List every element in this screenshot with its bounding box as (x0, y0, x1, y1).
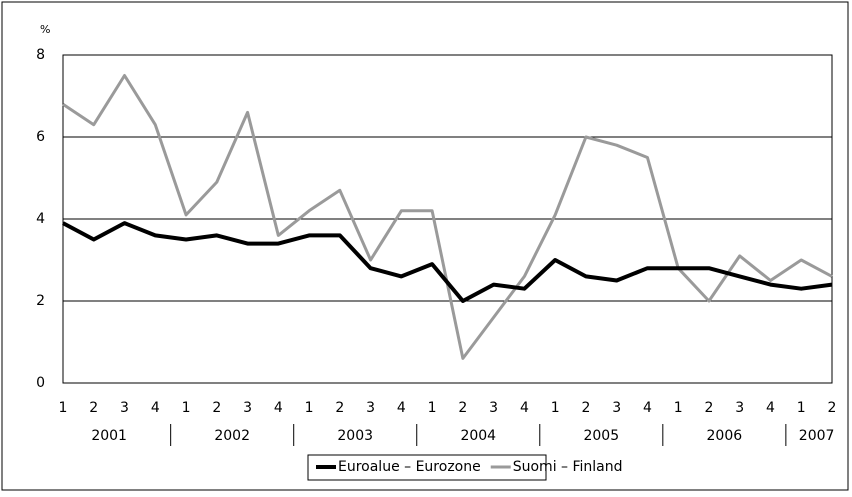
y-tick-label: 2 (36, 293, 45, 309)
x-tick-label: 2 (704, 400, 713, 416)
x-tick-label: 3 (243, 400, 252, 416)
x-tick-label: 3 (735, 400, 744, 416)
x-tick-label: 4 (520, 400, 529, 416)
x-group-label: 2004 (460, 428, 496, 444)
x-tick-label: 1 (428, 400, 437, 416)
x-tick-label: 2 (828, 400, 837, 416)
x-tick-label: 1 (674, 400, 683, 416)
x-tick-label: 3 (120, 400, 129, 416)
x-tick-label: 1 (59, 400, 68, 416)
x-tick-label: 2 (89, 400, 98, 416)
x-tick-label: 1 (305, 400, 314, 416)
x-tick-label: 4 (151, 400, 160, 416)
x-tick-label: 4 (766, 400, 775, 416)
x-tick-label: 4 (397, 400, 406, 416)
x-tick-label: 1 (182, 400, 191, 416)
x-tick-label: 2 (458, 400, 467, 416)
y-tick-label: 0 (36, 375, 45, 391)
x-tick-label: 4 (643, 400, 652, 416)
series-line (62, 221, 833, 303)
x-group-label: 2001 (91, 428, 127, 444)
series-line (62, 74, 833, 360)
x-tick-label: 2 (212, 400, 221, 416)
x-group-label: 2005 (583, 428, 619, 444)
x-tick-label: 1 (551, 400, 560, 416)
x-tick-label: 1 (797, 400, 806, 416)
x-group-label: 2006 (707, 428, 743, 444)
y-tick-label: 8 (36, 47, 45, 63)
y-axis-label: % (40, 23, 50, 36)
x-group-label: 2007 (799, 428, 835, 444)
x-tick-label: 3 (612, 400, 621, 416)
legend-label: Suomi – Finland (513, 459, 623, 475)
legend-label: Euroalue – Eurozone (338, 459, 481, 475)
x-group-label: 2003 (337, 428, 373, 444)
y-tick-label: 6 (36, 129, 45, 145)
x-tick-label: 2 (335, 400, 344, 416)
y-tick-label: 4 (36, 211, 45, 227)
x-tick-label: 3 (366, 400, 375, 416)
x-tick-label: 2 (581, 400, 590, 416)
x-tick-label: 4 (274, 400, 283, 416)
plot-area (62, 54, 833, 384)
x-tick-label: 3 (489, 400, 498, 416)
x-group-label: 2002 (214, 428, 250, 444)
